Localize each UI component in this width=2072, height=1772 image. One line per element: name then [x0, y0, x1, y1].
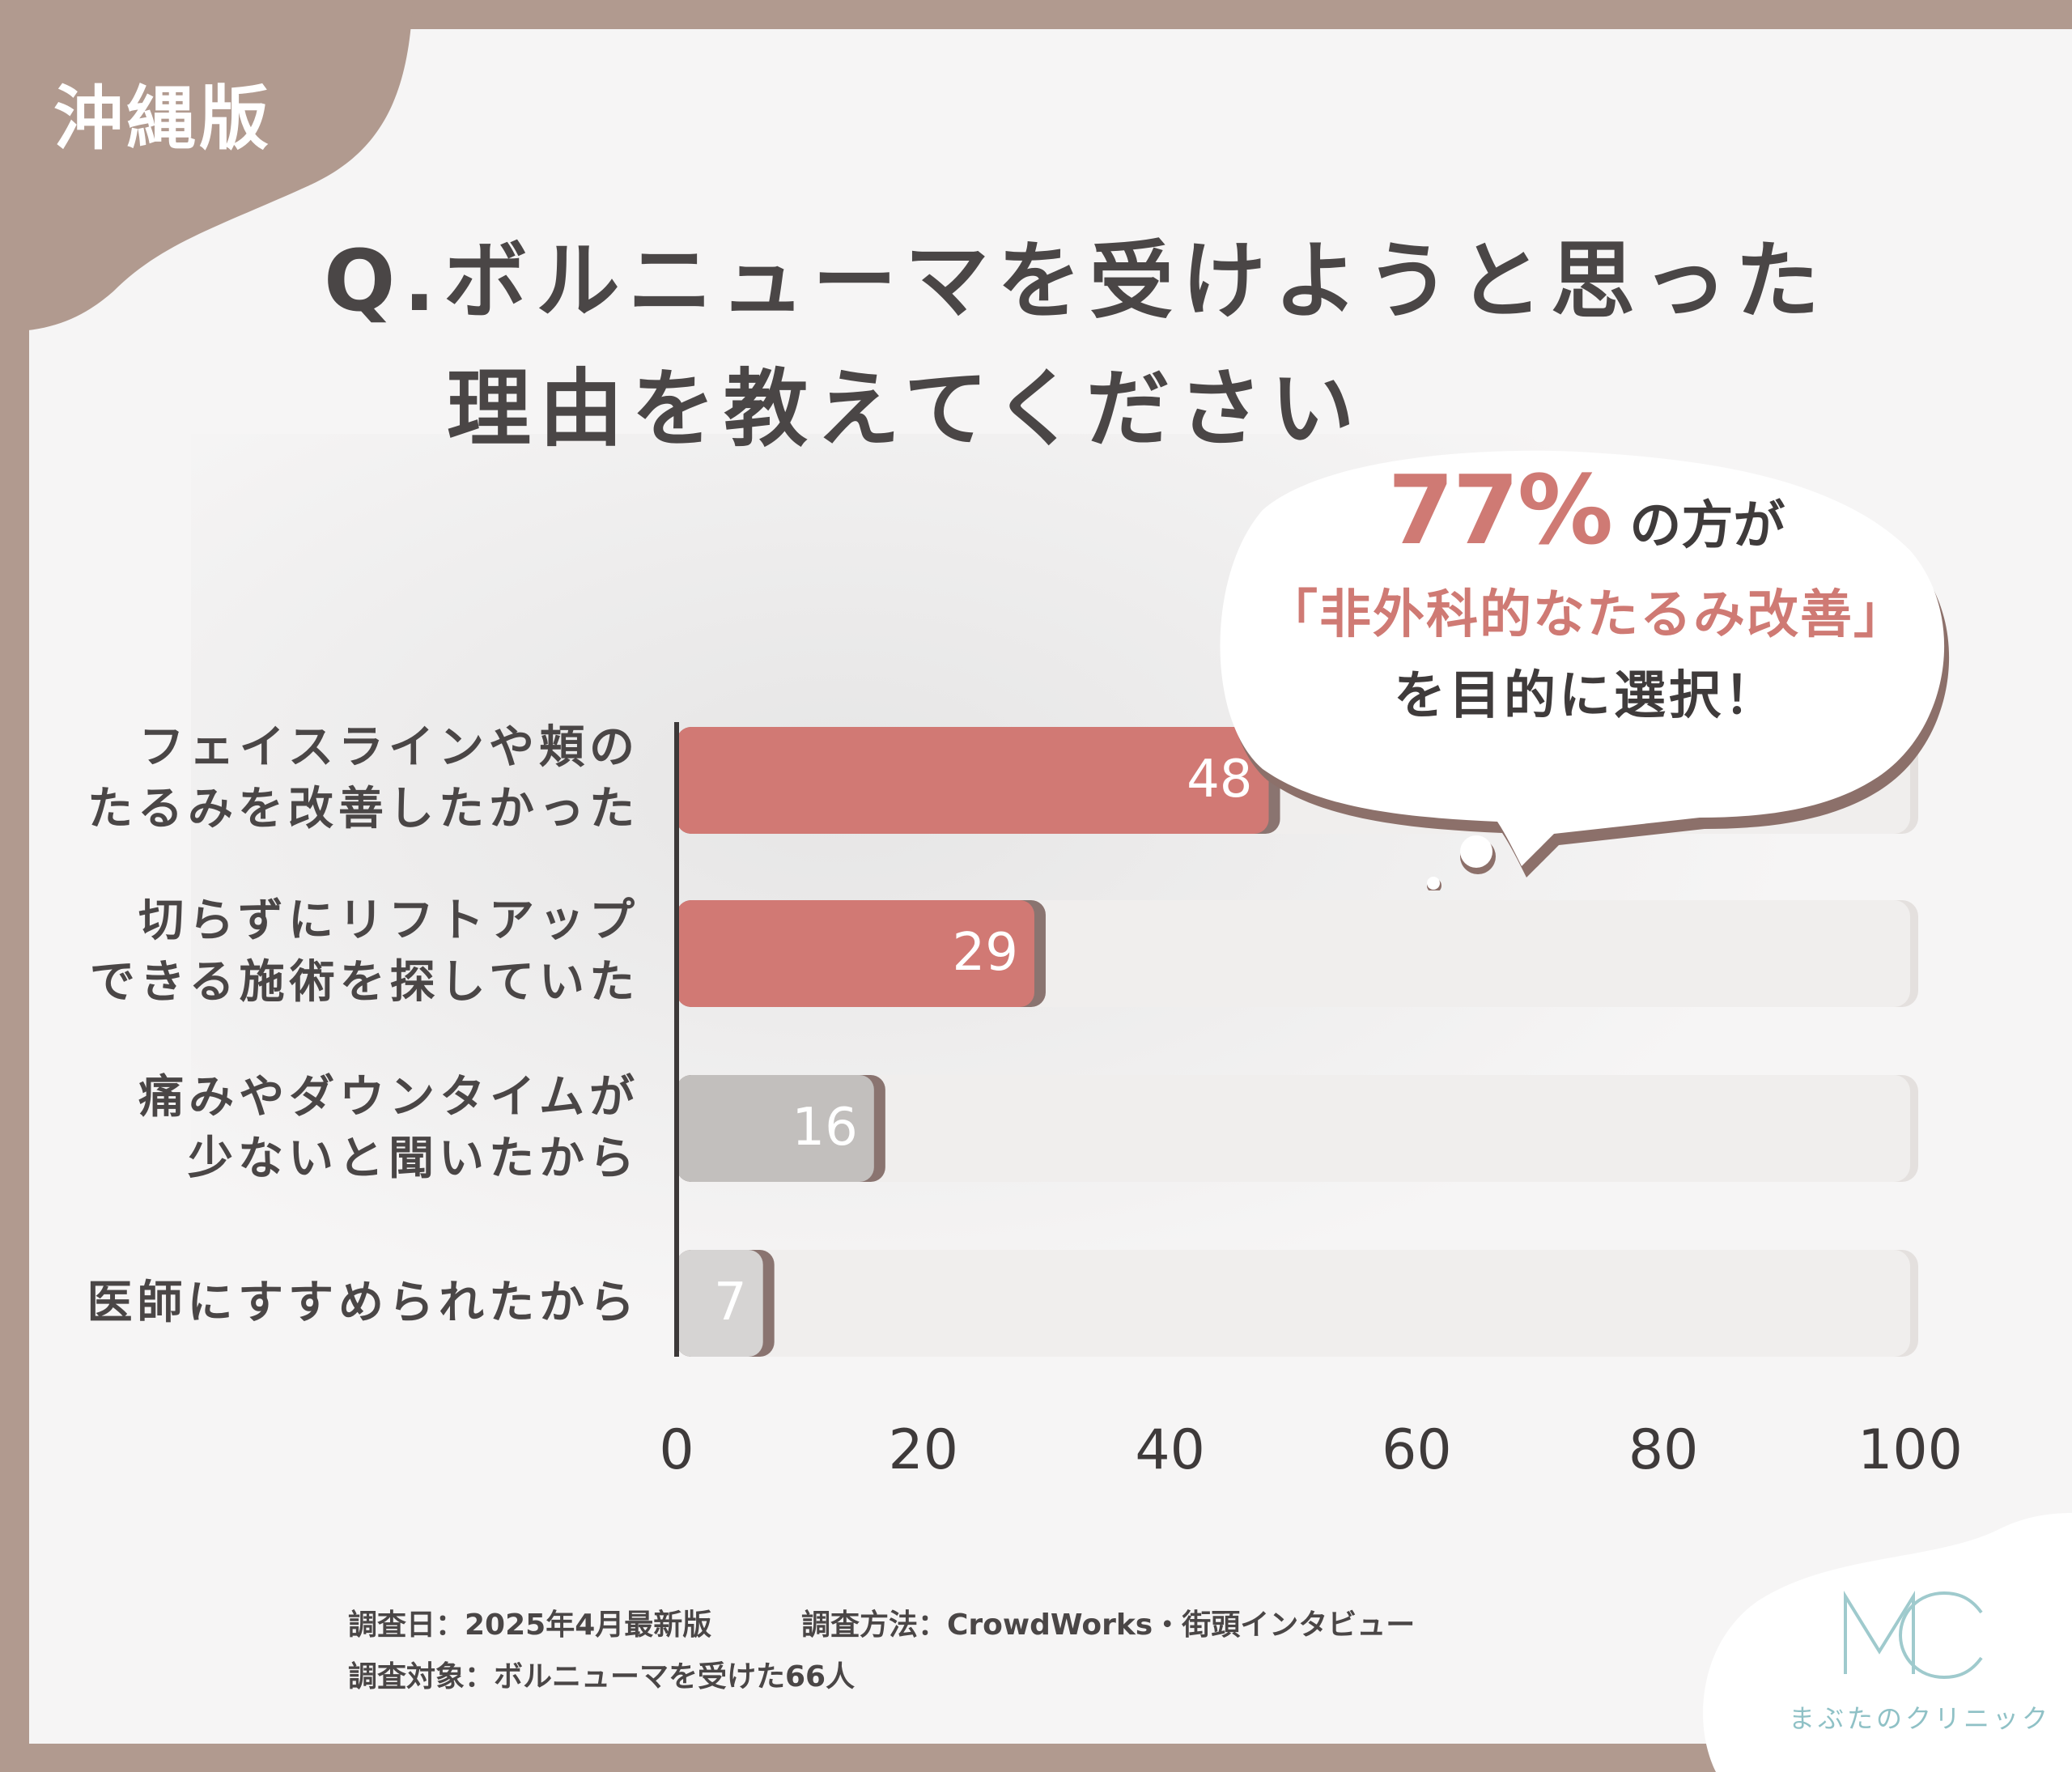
question-title-line-2: 理由を教えてください: [447, 359, 1363, 458]
callout-line-2: 「非外科的なたるみ改善」: [1266, 585, 1907, 645]
category-label-line: できる施術を探していた: [89, 956, 639, 1009]
region-tag-shape: [0, 0, 413, 332]
category-label-line: 切らずにリフトアップ: [138, 894, 639, 947]
x-tick-label: 80: [1628, 1418, 1699, 1482]
bar-track: [677, 1075, 1910, 1182]
bar-2: [677, 1075, 874, 1182]
x-tick-label: 100: [1858, 1418, 1963, 1482]
speech-bubble: [1220, 450, 1950, 890]
footer-survey-method: 調査方法：CrowdWorks・街頭インタビュー: [801, 1608, 1416, 1642]
x-tick-label: 0: [659, 1418, 694, 1482]
bar-0: [677, 727, 1269, 834]
bar-value-label: 29: [952, 923, 1018, 983]
category-label-line: 医師にすすめられたから: [87, 1277, 639, 1329]
category-label-line: 少ないと聞いたから: [188, 1132, 639, 1185]
region-tag-label: 沖縄版: [53, 79, 272, 159]
category-label-line: フェイスラインや頬の: [138, 721, 639, 774]
logo-mark-icon: [1844, 1590, 1983, 1680]
clinic-name: まぶたのクリニック: [1789, 1703, 2052, 1734]
footer-survey-date: 調査日：2025年4月最新版: [348, 1608, 712, 1642]
bar-1: [677, 900, 1034, 1007]
bar-value-label: 16: [792, 1098, 858, 1158]
x-tick-label: 20: [888, 1418, 959, 1482]
bar-value-label: 48: [1187, 750, 1253, 810]
question-title-line-1: Q.ボルニューマを受けようと思った: [324, 232, 1828, 330]
callout-line-1: の方が: [1629, 496, 1785, 556]
category-label: 痛みやダウンタイムが少ないと聞いたから: [138, 1067, 639, 1190]
callout-percent: 77%: [1387, 454, 1613, 566]
category-label-line: たるみを改善したかった: [87, 783, 639, 835]
logo-background: [1703, 1513, 2072, 1772]
category-label-line: 痛みやダウンタイムが: [138, 1071, 639, 1124]
category-label: 医師にすすめられたから: [87, 1273, 639, 1334]
bar-value-label: 7: [713, 1273, 747, 1332]
footer-survey-subject: 調査対象：ボルニューマを受けた66人: [348, 1660, 856, 1693]
category-label: 切らずにリフトアップできる施術を探していた: [90, 890, 639, 1013]
bar-track: [677, 1250, 1910, 1357]
callout-text: 77% の方が 「非外科的なたるみ改善」 を目的に選択！: [1230, 461, 1942, 737]
callout-line-3: を目的に選択！: [1394, 666, 1779, 726]
x-tick-label: 40: [1135, 1418, 1205, 1482]
x-tick-label: 60: [1382, 1418, 1452, 1482]
category-label: フェイスラインや頬のたるみを改善したかった: [87, 717, 639, 840]
bar-3: [677, 1250, 763, 1357]
